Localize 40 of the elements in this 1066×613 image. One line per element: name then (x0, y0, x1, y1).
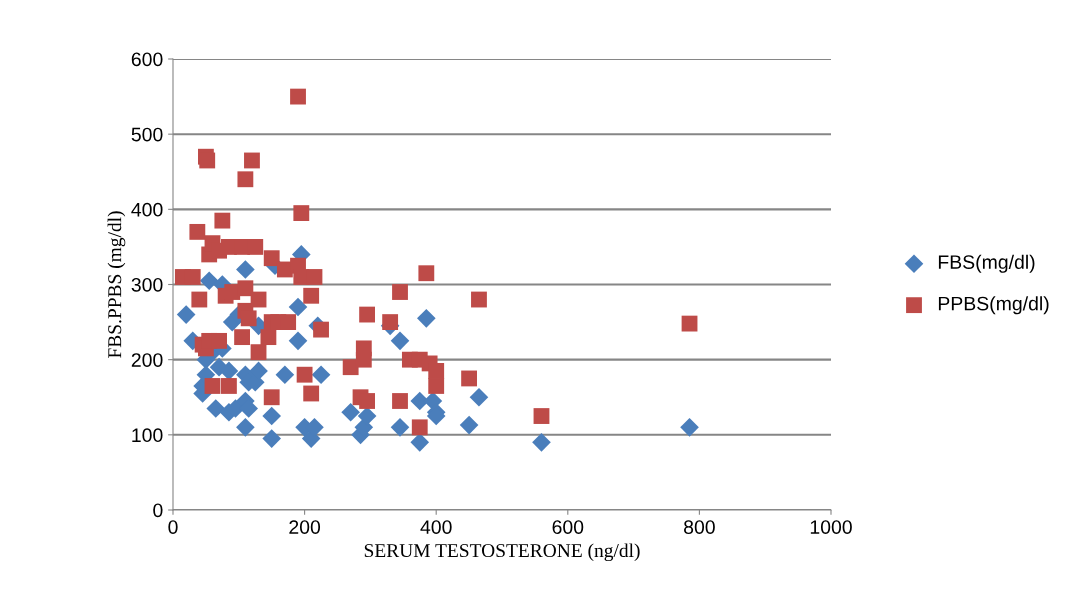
point (390, 418, 410, 437)
point (262, 429, 282, 448)
point (417, 309, 436, 328)
point (206, 399, 226, 418)
point (176, 305, 196, 324)
point (236, 260, 255, 279)
point (680, 418, 699, 437)
legend-label: FBS(mg/dl) (938, 254, 1035, 273)
point (357, 406, 377, 426)
y-tick-label: 100 (132, 428, 163, 443)
y-tick-label: 500 (131, 127, 163, 142)
y-axis-title: FBS.PPBS (mg/dl) (107, 211, 126, 358)
point (311, 365, 331, 385)
point (288, 297, 308, 317)
point (199, 271, 219, 291)
x-tick-label: 800 (684, 520, 715, 534)
point (275, 365, 295, 385)
point (262, 406, 282, 426)
point (341, 402, 360, 422)
point (469, 387, 489, 407)
point (236, 418, 255, 437)
x-tick-label: 400 (420, 520, 452, 534)
point (249, 361, 268, 381)
x-tick-label: 0 (168, 520, 178, 534)
y-tick-label: 200 (131, 353, 163, 367)
y-tick-label: 0 (153, 503, 163, 518)
x-axis-title: SERUM TESTOSTERONE (ng/dl) (364, 543, 640, 562)
point (390, 331, 410, 351)
point (532, 433, 551, 452)
point (219, 361, 239, 381)
legend-label: PPBS(mg/dl) (938, 296, 1049, 315)
x-tick-label: 600 (552, 520, 584, 534)
x-tick-label: 200 (289, 520, 321, 534)
x-tick-label: 1000 (810, 520, 852, 534)
y-tick-label: 300 (131, 277, 163, 292)
y-tick-label: 400 (131, 202, 163, 217)
point (459, 415, 479, 435)
point (288, 331, 308, 351)
y-tick-label: 600 (131, 52, 163, 67)
point (410, 433, 430, 452)
